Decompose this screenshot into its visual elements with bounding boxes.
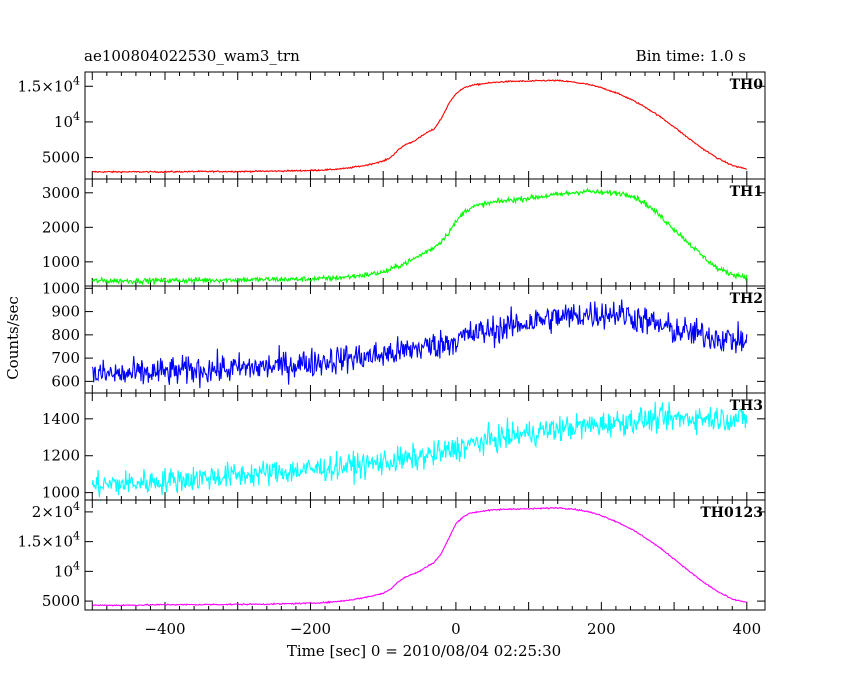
y-tick-label: 104	[54, 559, 80, 580]
y-axis-title: Counts/sec	[4, 296, 22, 380]
series-line-th3	[91, 401, 748, 498]
panel-label: TH0123	[700, 505, 763, 521]
panels-group: 5000 104 1.5×104 TH0 1000 2000 3000 TH1 600 700 80…	[17, 71, 766, 611]
y-tick-label: 5000	[42, 149, 80, 167]
panel-th1: 1000 2000 3000 TH1	[42, 178, 766, 287]
y-tick-label: 2×104	[32, 500, 80, 521]
x-tick-label: 400	[732, 620, 761, 638]
x-tick-label: −400	[144, 620, 185, 638]
y-tick-label: 800	[51, 326, 80, 344]
x-tick-label: 200	[587, 620, 616, 638]
x-tick-label: 0	[451, 620, 461, 638]
panel-th0123: 5000 104 1.5×104 2×104 TH0123	[17, 499, 766, 611]
y-tick-label: 1200	[42, 447, 80, 465]
series-line-th1	[91, 187, 748, 286]
panel-frame	[84, 499, 766, 611]
y-tick-label: 5000	[42, 592, 80, 610]
plot-title: ae100804022530_wam3_trn	[84, 47, 300, 65]
panel-th2: 600 700 800 900 1000 TH2	[42, 279, 766, 394]
y-tick-label: 1000	[42, 279, 80, 297]
series-line-th2	[91, 299, 748, 389]
y-tick-label: 1400	[42, 410, 80, 428]
panel-th3: 1000 1200 1400 TH3	[42, 392, 766, 502]
bin-time-label: Bin time: 1.0 s	[636, 47, 746, 65]
y-tick-label: 1000	[42, 253, 80, 271]
panel-th0: 5000 104 1.5×104 TH0	[17, 71, 766, 180]
panel-frame	[84, 178, 766, 287]
y-tick-label: 1000	[42, 484, 80, 502]
panel-label: TH3	[730, 398, 763, 414]
y-tick-label: 700	[51, 349, 80, 367]
panel-label: TH2	[730, 291, 763, 307]
panel-frame	[84, 71, 766, 180]
y-tick-label: 1.5×104	[17, 74, 80, 95]
y-tick-label: 2000	[42, 218, 80, 236]
x-tick-labels: −400 −200 0 200 400	[144, 620, 761, 638]
series-line-th0	[92, 79, 747, 174]
y-tick-label: 1.5×104	[17, 530, 80, 551]
y-tick-label: 600	[51, 372, 80, 390]
x-tick-label: −200	[290, 620, 331, 638]
panel-label: TH0	[730, 77, 764, 93]
y-tick-label: 3000	[42, 184, 80, 202]
series-line-th0123	[92, 506, 748, 607]
panel-label: TH1	[730, 184, 763, 200]
y-tick-label: 900	[51, 303, 80, 321]
y-tick-label: 104	[54, 110, 80, 131]
x-axis-title: Time [sec] 0 = 2010/08/04 02:25:30	[287, 642, 561, 660]
